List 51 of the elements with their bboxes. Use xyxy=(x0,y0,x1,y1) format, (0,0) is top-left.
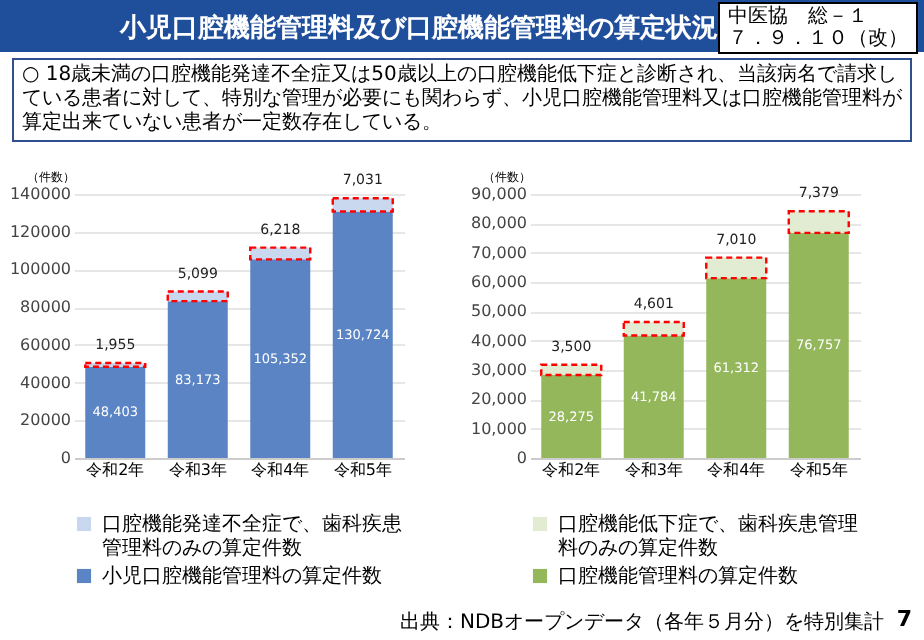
y-tick-label: 60000 xyxy=(20,335,71,354)
bar xyxy=(167,301,228,458)
source-note: 出典：NDBオープンデータ（各年５月分）を特別集計 xyxy=(400,609,885,636)
x-tick-label: 令和3年 xyxy=(168,461,227,479)
text: 7 xyxy=(896,606,912,632)
y-tick-label: 40,000 xyxy=(471,331,527,350)
y-tick-label: 90,000 xyxy=(471,185,527,203)
x-tick-label: 令和5年 xyxy=(333,461,392,479)
y-tick-label: 20,000 xyxy=(471,390,527,409)
x-tick-label: 令和3年 xyxy=(624,461,683,479)
y-tick-label: 60,000 xyxy=(471,273,527,291)
x-tick-label: 令和2年 xyxy=(542,461,601,479)
bar xyxy=(250,259,311,458)
x-tick-label: 令和2年 xyxy=(86,461,145,479)
bar xyxy=(623,335,684,458)
x-tick-label: 令和4年 xyxy=(707,461,766,479)
legend-label: 口腔機能管理料の算定件数 xyxy=(558,564,798,588)
legend-label: 口腔機能発達不全症で、歯科疾患管理料のみの算定件数 xyxy=(102,512,402,560)
x-tick-label: 令和4年 xyxy=(251,461,310,479)
bar xyxy=(622,320,685,337)
y-tick-label: 10,000 xyxy=(471,419,527,438)
bar xyxy=(331,197,394,213)
text: ７．９．１０（改） xyxy=(728,28,908,50)
x-tick-label: 令和5年 xyxy=(789,461,848,479)
text: ○ 18歳未満の口腔機能発達不全症又は50歳以上の口腔機能低下症と診断され、当該病名で請求している患者に対して、特別な管理が必要にも関わらず、小児口腔機能管理料又は口腔機能管理料が算定出来ていない患者が一定数存在している。 xyxy=(12,58,912,142)
y-tick-label: 40000 xyxy=(20,373,71,392)
y-tick-label: 70,000 xyxy=(471,243,527,262)
y-tick-label: 120000 xyxy=(9,222,71,241)
y-tick-label: 0 xyxy=(516,449,527,467)
bar xyxy=(541,375,602,458)
y-tick-label: 50,000 xyxy=(471,302,527,321)
bar xyxy=(166,290,229,303)
legend-label: 小児口腔機能管理料の算定件数 xyxy=(102,564,382,588)
y-tick-label: 0 xyxy=(60,449,71,467)
bar xyxy=(332,211,393,458)
y-tick-label: 80,000 xyxy=(471,214,527,233)
y-tick-label: 140000 xyxy=(9,185,71,203)
bar xyxy=(787,210,850,235)
bar xyxy=(706,278,767,458)
y-tick-label: 20000 xyxy=(20,411,71,430)
text: 中医協 総－１ xyxy=(728,6,869,28)
bar xyxy=(249,246,312,261)
bar xyxy=(788,232,849,458)
y-tick-label: 30,000 xyxy=(471,361,527,379)
bar xyxy=(540,363,603,377)
legend-label: 口腔機能低下症で、歯科疾患管理料のみの算定件数 xyxy=(558,512,858,560)
bar xyxy=(85,366,146,458)
y-tick-label: 100000 xyxy=(9,260,71,279)
bar xyxy=(705,256,768,280)
chart-title: 小児口腔機能管理料及び口腔機能管理料の算定状況 xyxy=(120,11,718,46)
y-tick-label: 80000 xyxy=(20,298,71,317)
